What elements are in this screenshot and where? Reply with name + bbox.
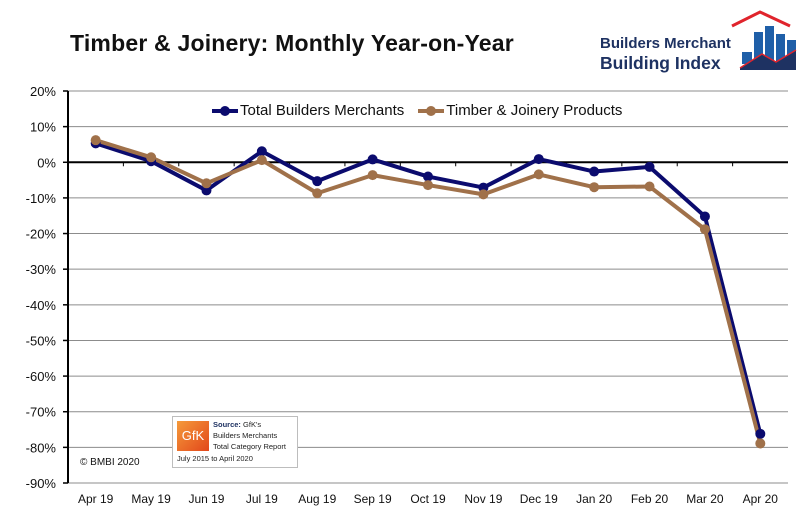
x-tick-label: Feb 20 xyxy=(631,492,669,506)
chart-title: Timber & Joinery: Monthly Year-on-Year xyxy=(70,30,514,56)
legend-item-total: Total Builders Merchants xyxy=(212,102,404,119)
data-point-total xyxy=(423,171,433,182)
x-tick-label: Oct 19 xyxy=(410,492,446,506)
y-tick-label: -30% xyxy=(26,262,57,277)
data-point-timber xyxy=(533,169,544,180)
data-point-timber xyxy=(312,188,323,199)
data-point-timber xyxy=(478,189,489,200)
data-point-timber xyxy=(367,170,378,181)
source-line-2: Builders Merchants xyxy=(213,431,278,440)
logo-line-1: Builders Merchant xyxy=(600,35,731,52)
source-line-1: Source: GfK's xyxy=(213,420,261,429)
x-tick-label: Mar 20 xyxy=(686,492,724,506)
y-tick-label: 0% xyxy=(37,155,56,170)
gfk-logo: GfK xyxy=(177,421,209,451)
x-tick-label: Nov 19 xyxy=(464,492,502,506)
x-tick-label: Jan 20 xyxy=(576,492,612,506)
x-tick-label: Apr 19 xyxy=(78,492,114,506)
y-tick-label: -10% xyxy=(26,191,57,206)
legend-label-timber: Timber & Joinery Products xyxy=(446,102,623,119)
data-point-timber xyxy=(90,135,101,146)
x-tick-label: Sep 19 xyxy=(354,492,392,506)
data-point-total xyxy=(699,211,710,222)
data-point-timber xyxy=(589,182,600,193)
source-box: GfK Source: GfK's Builders Merchants Tot… xyxy=(172,416,298,468)
x-tick-label: Aug 19 xyxy=(298,492,336,506)
source-date-range: July 2015 to April 2020 xyxy=(177,454,253,463)
x-tick-label: May 19 xyxy=(131,492,171,506)
x-tick-label: Jul 19 xyxy=(246,492,278,506)
data-point-total xyxy=(533,154,544,165)
y-tick-label: -50% xyxy=(26,333,57,348)
y-tick-label: -60% xyxy=(26,369,57,384)
data-point-total xyxy=(312,176,323,187)
x-tick-label: Jun 19 xyxy=(188,492,224,506)
data-point-timber xyxy=(256,155,267,166)
source-name: GfK's xyxy=(243,420,262,429)
x-tick-label: Dec 19 xyxy=(520,492,558,506)
y-tick-label: -80% xyxy=(26,440,57,455)
copyright-text: © BMBI 2020 xyxy=(80,457,140,468)
data-point-timber xyxy=(423,180,433,191)
y-tick-label: -20% xyxy=(26,227,57,242)
legend-item-timber: Timber & Joinery Products xyxy=(418,102,622,119)
bmbi-logo: Builders Merchant Building Index xyxy=(598,10,798,76)
data-point-timber xyxy=(644,181,655,192)
data-point-total xyxy=(755,428,766,439)
y-tick-label: -40% xyxy=(26,298,57,313)
house-chart-icon xyxy=(731,10,797,70)
data-point-total xyxy=(256,146,267,157)
logo-line-2: Building Index xyxy=(600,53,721,73)
source-label: Source: xyxy=(213,420,241,429)
data-point-total xyxy=(589,166,600,177)
legend-label-total: Total Builders Merchants xyxy=(240,102,405,119)
y-tick-label: -90% xyxy=(26,476,57,491)
legend: Total Builders Merchants Timber & Joiner… xyxy=(212,102,636,119)
data-point-timber xyxy=(755,438,766,449)
data-point-timber xyxy=(201,178,212,189)
data-point-total xyxy=(367,154,378,165)
legend-swatch-timber xyxy=(418,105,445,116)
y-tick-label: -70% xyxy=(26,405,57,420)
y-tick-label: 20% xyxy=(30,84,56,99)
x-tick-label: Apr 20 xyxy=(743,492,779,506)
data-point-total xyxy=(201,185,212,196)
y-tick-label: 10% xyxy=(30,120,56,135)
source-line-3: Total Category Report xyxy=(213,442,286,451)
data-point-total xyxy=(644,161,655,172)
data-point-timber xyxy=(146,152,157,163)
data-point-timber xyxy=(699,224,710,235)
legend-swatch-total xyxy=(212,105,238,116)
